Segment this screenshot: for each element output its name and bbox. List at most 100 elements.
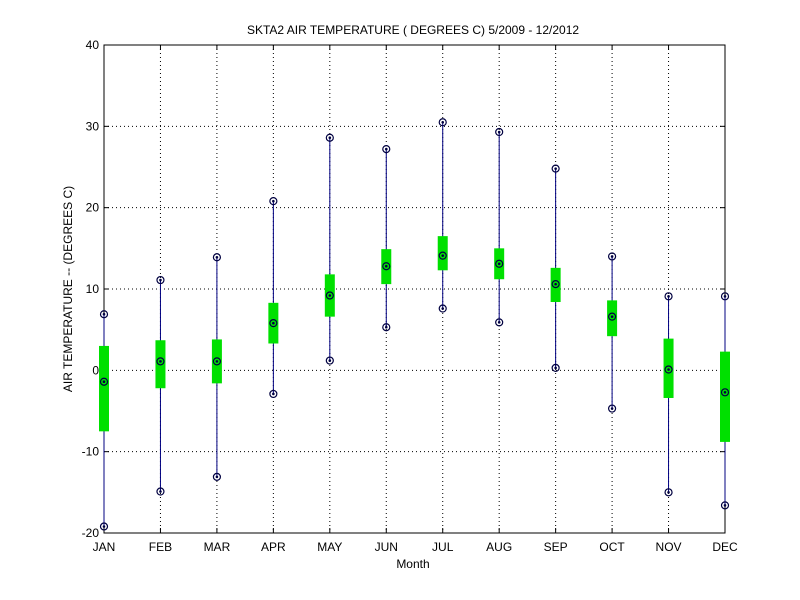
max-marker <box>212 253 222 262</box>
median-marker-dot <box>441 254 445 257</box>
median-marker <box>382 262 391 271</box>
min-marker <box>438 304 447 313</box>
max-marker <box>156 275 165 285</box>
min-marker-dot <box>272 392 275 396</box>
x-tick-label-dec: DEC <box>712 540 738 554</box>
median-marker <box>212 357 222 366</box>
min-marker-dot <box>497 321 501 324</box>
median-marker-dot <box>497 262 501 266</box>
x-tick-label-mar: MAR <box>204 540 231 554</box>
box-mar <box>211 253 222 481</box>
y-tick-label: 40 <box>86 38 100 52</box>
min-marker <box>99 522 109 531</box>
x-tick-label-jan: JAN <box>93 540 116 554</box>
min-marker <box>325 356 334 365</box>
max-marker <box>99 310 109 319</box>
median-marker <box>607 312 617 321</box>
chart-title: SKTA2 AIR TEMPERATURE ( DEGREES C) 5/200… <box>247 23 579 37</box>
box-sep <box>550 164 561 372</box>
max-marker <box>720 292 730 301</box>
max-marker <box>495 127 504 137</box>
box-jan <box>99 310 109 531</box>
median-marker <box>325 291 334 300</box>
median-marker-dot <box>272 321 275 325</box>
min-marker-dot <box>159 490 162 493</box>
median-marker <box>551 280 560 289</box>
max-marker-dot <box>610 255 614 258</box>
min-marker <box>212 472 222 481</box>
median-marker-dot <box>723 390 727 394</box>
x-tick-label-may: MAY <box>317 540 342 554</box>
iqr-box <box>720 351 730 442</box>
min-marker-dot <box>102 525 106 528</box>
y-tick-label: -10 <box>82 445 100 459</box>
box-feb <box>155 275 166 496</box>
min-marker-dot <box>215 475 219 479</box>
max-marker <box>382 145 391 154</box>
iqr-box <box>99 345 109 432</box>
median-marker-dot <box>159 360 162 363</box>
min-marker <box>382 323 391 332</box>
max-marker-dot <box>272 199 275 203</box>
iqr-box <box>437 236 448 271</box>
x-tick-label-oct: OCT <box>599 540 625 554</box>
median-marker-dot <box>102 380 106 384</box>
max-marker-dot <box>102 312 106 316</box>
min-marker <box>664 488 673 497</box>
min-marker-dot <box>610 407 614 410</box>
box-apr <box>268 197 279 399</box>
median-marker <box>495 259 504 268</box>
max-marker-dot <box>723 295 727 298</box>
y-tick-label: 10 <box>86 282 100 296</box>
max-marker-dot <box>441 120 445 124</box>
min-marker <box>269 389 278 399</box>
max-marker <box>269 197 278 206</box>
box-jul <box>437 118 448 313</box>
box-aug <box>494 127 505 327</box>
max-marker <box>664 292 673 301</box>
y-tick-label: 30 <box>86 119 100 133</box>
median-marker-dot <box>384 264 388 268</box>
x-tick-label-feb: FEB <box>149 540 172 554</box>
max-marker <box>438 118 447 127</box>
x-tick-label-apr: APR <box>261 540 286 554</box>
box-dec <box>720 292 730 510</box>
max-marker-dot <box>384 147 388 151</box>
median-marker <box>664 365 673 374</box>
x-tick-label-aug: AUG <box>486 540 512 554</box>
max-marker-dot <box>215 255 219 259</box>
max-marker <box>551 164 560 173</box>
box-nov <box>663 292 674 497</box>
max-marker-dot <box>497 130 501 134</box>
min-marker <box>720 501 730 510</box>
x-tick-label-jun: JUN <box>375 540 398 554</box>
x-axis-label: Month <box>396 557 429 571</box>
min-marker <box>551 363 560 372</box>
max-marker-dot <box>667 295 670 298</box>
x-tick-label-nov: NOV <box>656 540 682 554</box>
median-marker-dot <box>667 368 670 371</box>
min-marker-dot <box>667 491 670 494</box>
box-may <box>324 133 335 365</box>
max-marker-dot <box>159 278 162 282</box>
y-tick-label: 20 <box>86 201 100 215</box>
median-marker-dot <box>328 294 332 297</box>
min-marker-dot <box>328 359 332 362</box>
min-marker-dot <box>723 504 727 507</box>
min-marker-dot <box>384 325 388 329</box>
max-marker <box>607 252 617 261</box>
median-marker <box>156 357 165 366</box>
median-marker-dot <box>554 282 557 286</box>
median-marker-dot <box>610 315 614 318</box>
median-marker <box>99 377 109 386</box>
min-marker-dot <box>441 307 445 310</box>
iqr-box <box>607 300 618 337</box>
min-marker <box>607 404 617 413</box>
y-axis-label: AIR TEMPERATURE -- (DEGREES C) <box>61 186 75 392</box>
max-marker-dot <box>328 136 332 140</box>
max-marker <box>325 133 334 142</box>
min-marker <box>156 487 165 496</box>
y-tick-label: 0 <box>92 363 99 377</box>
x-axis-ticks: JAN FEB MAR APR MAY JUN JUL AUG SEP OCT NOV DEC <box>93 45 738 554</box>
